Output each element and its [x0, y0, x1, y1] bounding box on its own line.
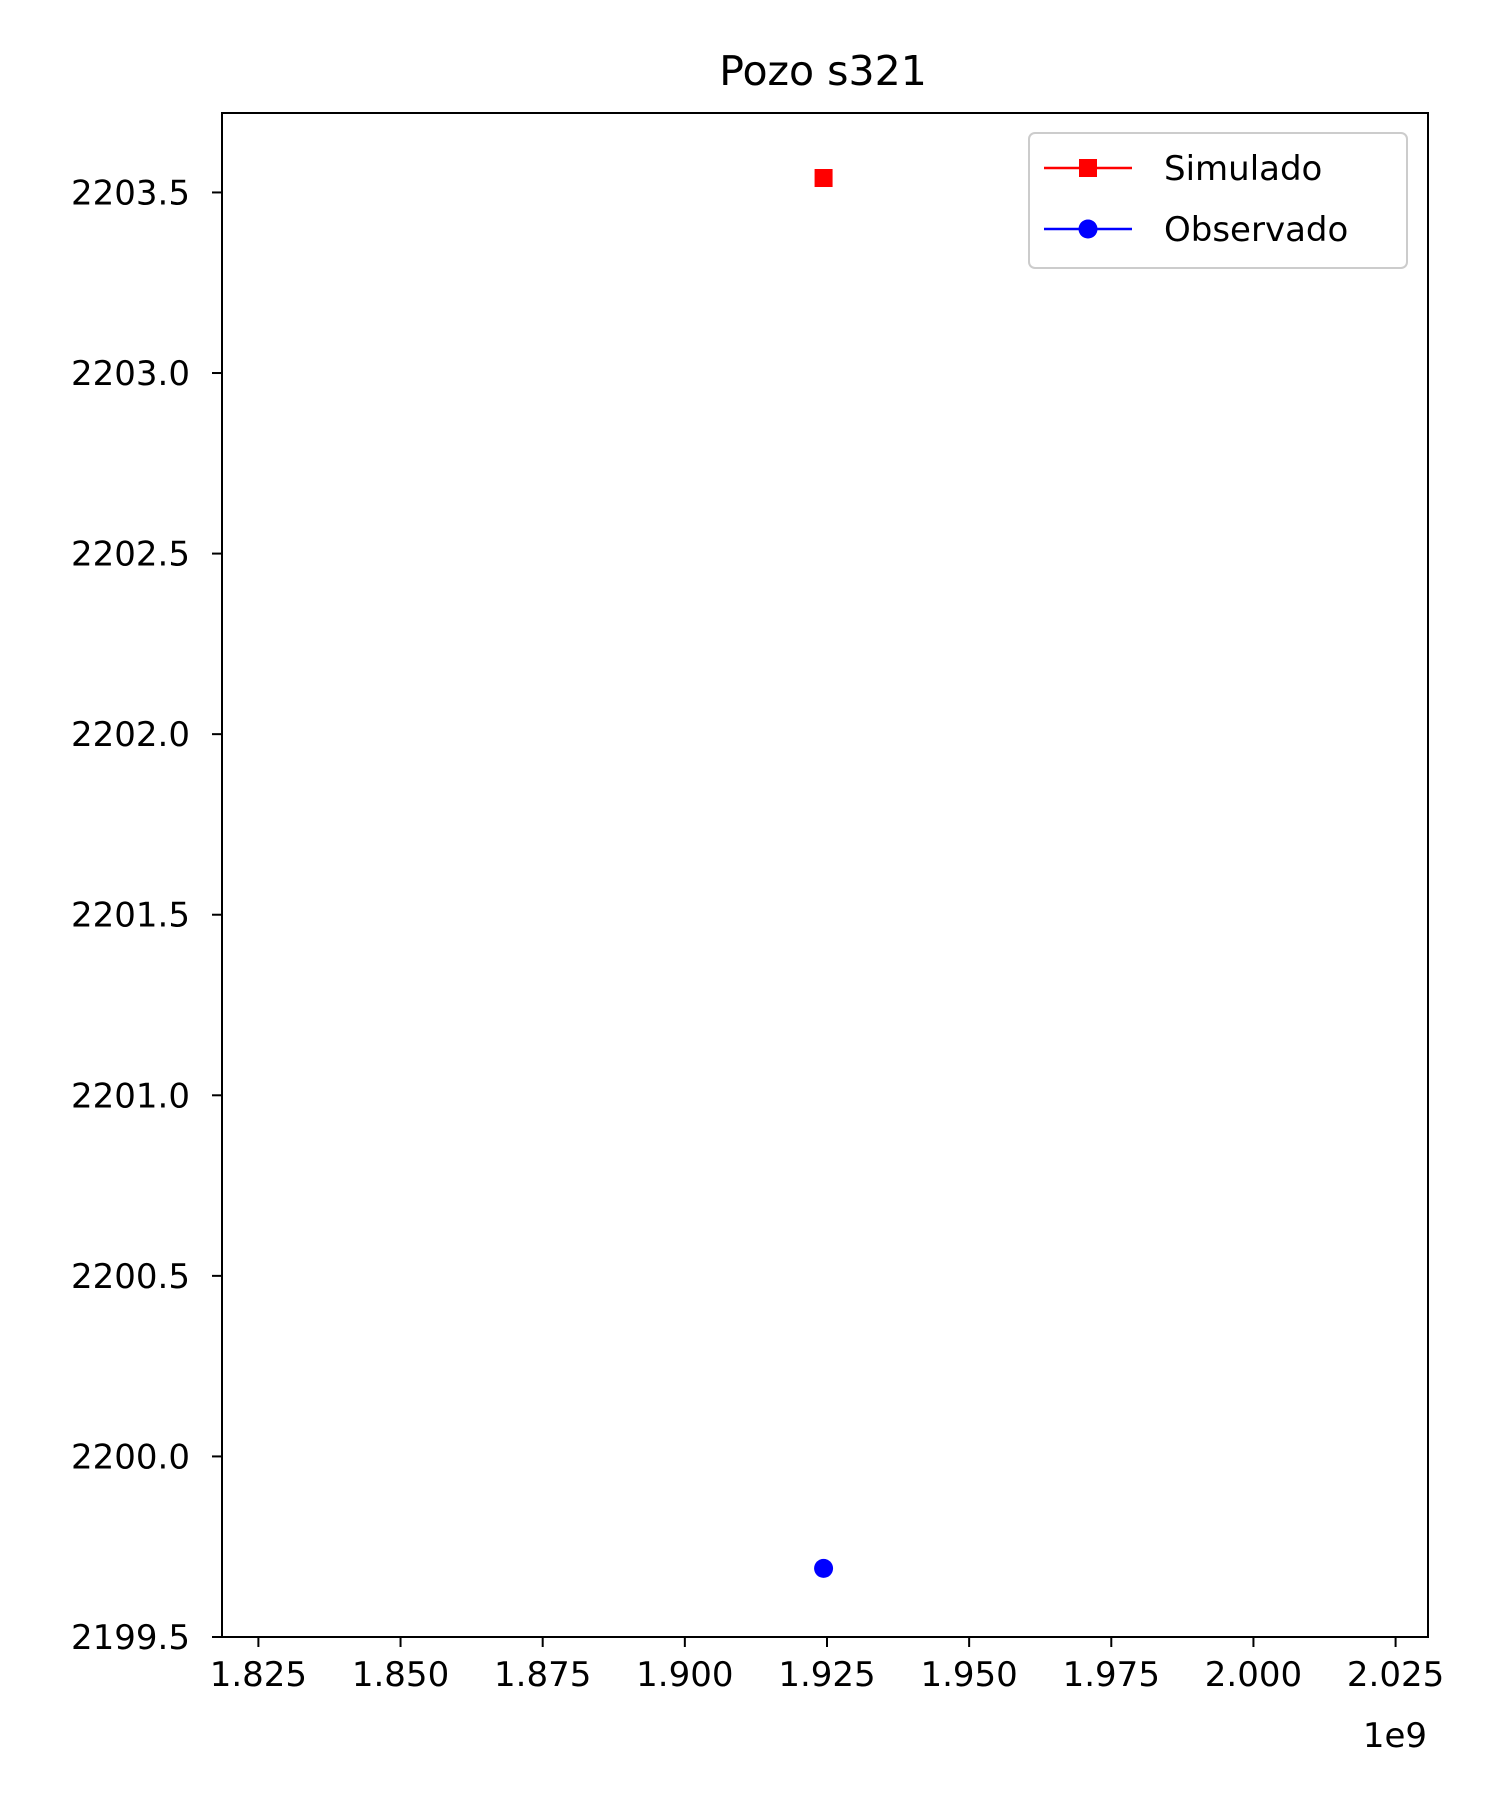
x-axis: 1.825 1.850 1.875 1.900 1.925 1.950 1.975 2.000… — [210, 1637, 1444, 1695]
x-tick-label: 1.900 — [636, 1655, 733, 1695]
observado-point — [814, 1558, 834, 1578]
simulado-point — [814, 169, 833, 188]
x-tick-label: 2.025 — [1347, 1655, 1444, 1695]
y-tick-label: 2200.5 — [71, 1257, 190, 1297]
legend: Simulado Observado — [1028, 132, 1408, 269]
y-tick-label: 2200.0 — [71, 1437, 190, 1477]
plot-area — [221, 112, 1429, 1638]
x-tick-label: 1.925 — [778, 1655, 875, 1695]
x-tick-label: 2.000 — [1205, 1655, 1302, 1695]
chart-title: Pozo s321 — [719, 47, 927, 95]
y-tick-label: 2199.5 — [71, 1618, 190, 1658]
legend-observado-label: Observado — [1164, 210, 1348, 250]
y-tick-label: 2203.0 — [71, 354, 190, 394]
y-tick-label: 2201.0 — [71, 1076, 190, 1116]
legend-simulado-marker — [1079, 159, 1097, 177]
legend-simulado-label: Simulado — [1164, 149, 1322, 189]
x-tick-label: 1.825 — [210, 1655, 307, 1695]
y-tick-label: 2202.5 — [71, 535, 190, 575]
legend-entries: Simulado Observado — [1044, 149, 1348, 250]
y-axis: 2199.5 2200.0 2200.5 2201.0 2201.5 2202.0 2202… — [71, 173, 222, 1658]
plot-frame — [221, 112, 1429, 1638]
x-tick-label: 1.875 — [494, 1655, 591, 1695]
y-tick-label: 2202.0 — [71, 715, 190, 755]
x-tick-label: 1.975 — [1063, 1655, 1160, 1695]
legend-observado-marker — [1078, 219, 1098, 239]
y-tick-label: 2203.5 — [71, 173, 190, 213]
series-layer — [814, 169, 834, 1578]
y-tick-label: 2201.5 — [71, 896, 190, 936]
x-tick-label: 1.850 — [352, 1655, 449, 1695]
x-axis-offset-label: 1e9 — [1363, 1716, 1427, 1756]
x-tick-label: 1.950 — [920, 1655, 1017, 1695]
